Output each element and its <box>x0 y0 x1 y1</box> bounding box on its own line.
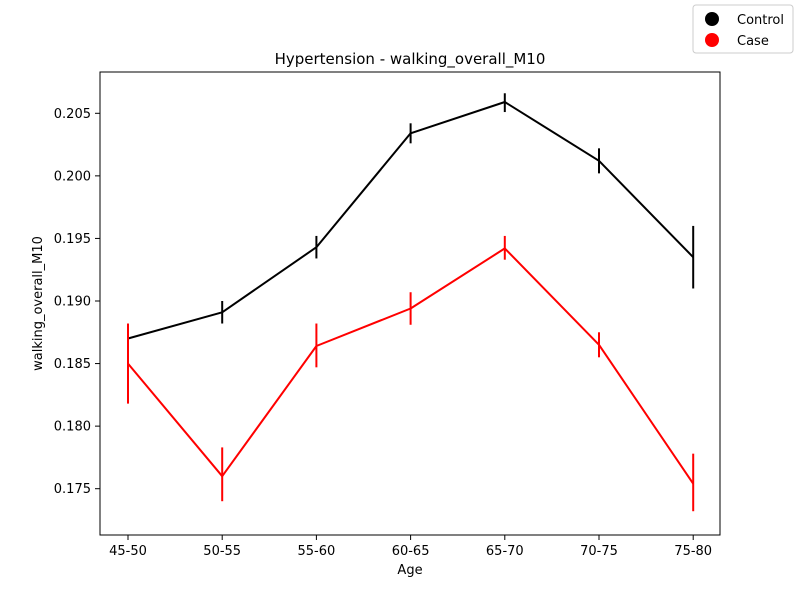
series-line-case <box>127 247 695 485</box>
x-tick-label: 75-80 <box>674 544 712 559</box>
legend-marker-control <box>705 12 719 26</box>
y-tick-label: 0.185 <box>54 357 91 372</box>
x-tick-label: 60-65 <box>392 544 430 559</box>
y-tick-label: 0.190 <box>54 294 91 309</box>
chart-title: Hypertension - walking_overall_M10 <box>275 50 546 69</box>
x-tick-label: 65-70 <box>486 544 524 559</box>
y-tick-label: 0.200 <box>54 169 91 184</box>
y-tick-label: 0.175 <box>54 482 91 497</box>
legend-label-control: Control <box>737 13 784 28</box>
x-axis-label: Age <box>397 563 422 578</box>
x-tick-label: 50-55 <box>203 544 241 559</box>
x-tick-label: 45-50 <box>109 544 147 559</box>
y-tick-label: 0.180 <box>54 420 91 435</box>
y-tick-label: 0.195 <box>54 232 91 247</box>
plot-layer <box>127 93 695 512</box>
legend-marker-case <box>705 33 719 47</box>
x-tick-label: 70-75 <box>580 544 618 559</box>
y-axis: 0.175 0.180 0.185 0.190 0.195 0.200 0.205 <box>54 107 100 497</box>
y-tick-label: 0.205 <box>54 107 91 122</box>
legend: Control Case <box>692 4 794 54</box>
x-tick-label: 55-60 <box>298 544 336 559</box>
plot-frame <box>99 71 721 536</box>
x-axis: 45-50 50-55 55-60 60-65 65-70 70-75 75-80 <box>109 535 712 559</box>
y-axis-label: walking_overall_M10 <box>31 236 46 371</box>
legend-label-case: Case <box>737 34 769 49</box>
